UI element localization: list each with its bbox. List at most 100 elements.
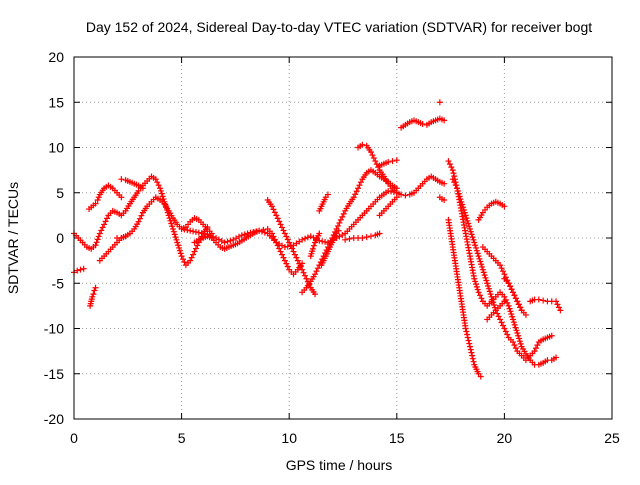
data-point-fill bbox=[176, 247, 183, 254]
data-point-fill bbox=[468, 231, 475, 238]
series-track-m bbox=[307, 230, 323, 260]
data-point-fill bbox=[227, 237, 234, 244]
x-tick-label: 10 bbox=[281, 430, 297, 446]
data-point-fill bbox=[473, 283, 480, 290]
data-point-fill bbox=[155, 182, 162, 189]
data-point bbox=[92, 242, 99, 249]
data-point bbox=[299, 236, 306, 243]
series-track-b bbox=[71, 265, 87, 276]
data-point-fill bbox=[485, 285, 492, 292]
data-point-fill bbox=[465, 220, 472, 227]
data-point-fill bbox=[478, 261, 485, 268]
data-point bbox=[557, 307, 564, 314]
data-point-fill bbox=[181, 259, 188, 266]
series-track-dd bbox=[527, 296, 564, 314]
data-point-fill bbox=[482, 274, 489, 281]
data-point-fill bbox=[451, 173, 458, 180]
series-track-l bbox=[318, 227, 342, 269]
data-point-fill bbox=[498, 319, 505, 326]
data-point-fill bbox=[289, 245, 296, 252]
data-point-fill bbox=[472, 244, 479, 251]
data-point-fill bbox=[470, 236, 477, 243]
data-point-fill bbox=[468, 349, 475, 356]
data-point bbox=[294, 257, 301, 264]
data-point-fill bbox=[464, 331, 471, 338]
data-point bbox=[475, 289, 482, 296]
data-point-fill bbox=[490, 299, 497, 306]
data-point bbox=[363, 234, 370, 241]
data-point-fill bbox=[534, 342, 541, 349]
data-point-fill bbox=[271, 209, 278, 216]
y-axis-label: SDTVAR / TECUs bbox=[5, 182, 21, 294]
data-point bbox=[277, 221, 284, 228]
data-point-fill bbox=[180, 256, 187, 263]
data-point bbox=[475, 253, 482, 260]
data-point bbox=[466, 225, 473, 232]
data-point-fill bbox=[465, 337, 472, 344]
y-tick-label: -20 bbox=[44, 411, 64, 427]
data-point bbox=[335, 227, 342, 234]
data-point-fill bbox=[472, 242, 479, 249]
data-point bbox=[441, 196, 448, 203]
data-point bbox=[522, 311, 529, 318]
data-point-fill bbox=[171, 231, 178, 238]
data-point bbox=[92, 284, 99, 291]
data-point-fill bbox=[469, 234, 476, 241]
data-point-fill bbox=[284, 263, 291, 270]
data-point-fill bbox=[98, 227, 105, 234]
data-point-fill bbox=[310, 242, 317, 249]
data-point-fill bbox=[510, 319, 517, 326]
data-point-fill bbox=[300, 269, 307, 276]
data-point-fill bbox=[467, 346, 474, 353]
data-point bbox=[466, 343, 473, 350]
data-point-fill bbox=[322, 238, 329, 245]
data-point bbox=[342, 236, 349, 243]
series-track-e bbox=[114, 194, 215, 241]
data-point-fill bbox=[356, 182, 363, 189]
data-point bbox=[548, 332, 555, 339]
y-tick-label: -5 bbox=[52, 275, 65, 291]
y-tick-label: 5 bbox=[56, 185, 64, 201]
data-point bbox=[505, 280, 512, 287]
plot-frame bbox=[73, 56, 613, 420]
data-point bbox=[96, 230, 103, 237]
data-point-fill bbox=[261, 229, 268, 236]
data-point bbox=[281, 244, 288, 251]
data-point bbox=[510, 339, 517, 346]
data-point bbox=[458, 198, 465, 205]
data-point bbox=[281, 257, 288, 264]
data-point-fill bbox=[158, 190, 165, 197]
data-point bbox=[535, 296, 542, 303]
data-point-fill bbox=[175, 242, 182, 249]
series-track-x bbox=[445, 216, 484, 380]
data-point-fill bbox=[336, 219, 343, 226]
data-point-fill bbox=[474, 286, 481, 293]
x-tick-label: 15 bbox=[389, 430, 405, 446]
y-tick-label: 0 bbox=[56, 230, 64, 246]
data-point bbox=[471, 239, 478, 246]
data-point-fill bbox=[473, 247, 480, 254]
data-point-fill bbox=[190, 228, 197, 235]
data-point-fill bbox=[508, 286, 515, 293]
data-point-fill bbox=[370, 155, 377, 162]
data-point-fill bbox=[507, 283, 514, 290]
data-point-fill bbox=[486, 288, 493, 295]
data-point-fill bbox=[511, 321, 518, 328]
data-point-fill bbox=[507, 308, 514, 315]
data-point-fill bbox=[172, 234, 179, 241]
data-point-fill bbox=[477, 292, 484, 299]
data-point bbox=[471, 275, 478, 282]
data-point-fill bbox=[460, 204, 467, 211]
data-point-fill bbox=[388, 188, 395, 195]
data-point bbox=[510, 289, 517, 296]
data-point bbox=[157, 185, 164, 192]
data-point-fill bbox=[334, 222, 341, 229]
data-point-fill bbox=[276, 245, 283, 252]
data-point bbox=[441, 180, 448, 187]
data-point-fill bbox=[274, 242, 281, 249]
data-point-fill bbox=[340, 210, 347, 217]
data-point-fill bbox=[293, 254, 300, 261]
data-point-fill bbox=[283, 260, 290, 267]
data-point bbox=[77, 266, 84, 273]
data-point bbox=[277, 248, 284, 255]
